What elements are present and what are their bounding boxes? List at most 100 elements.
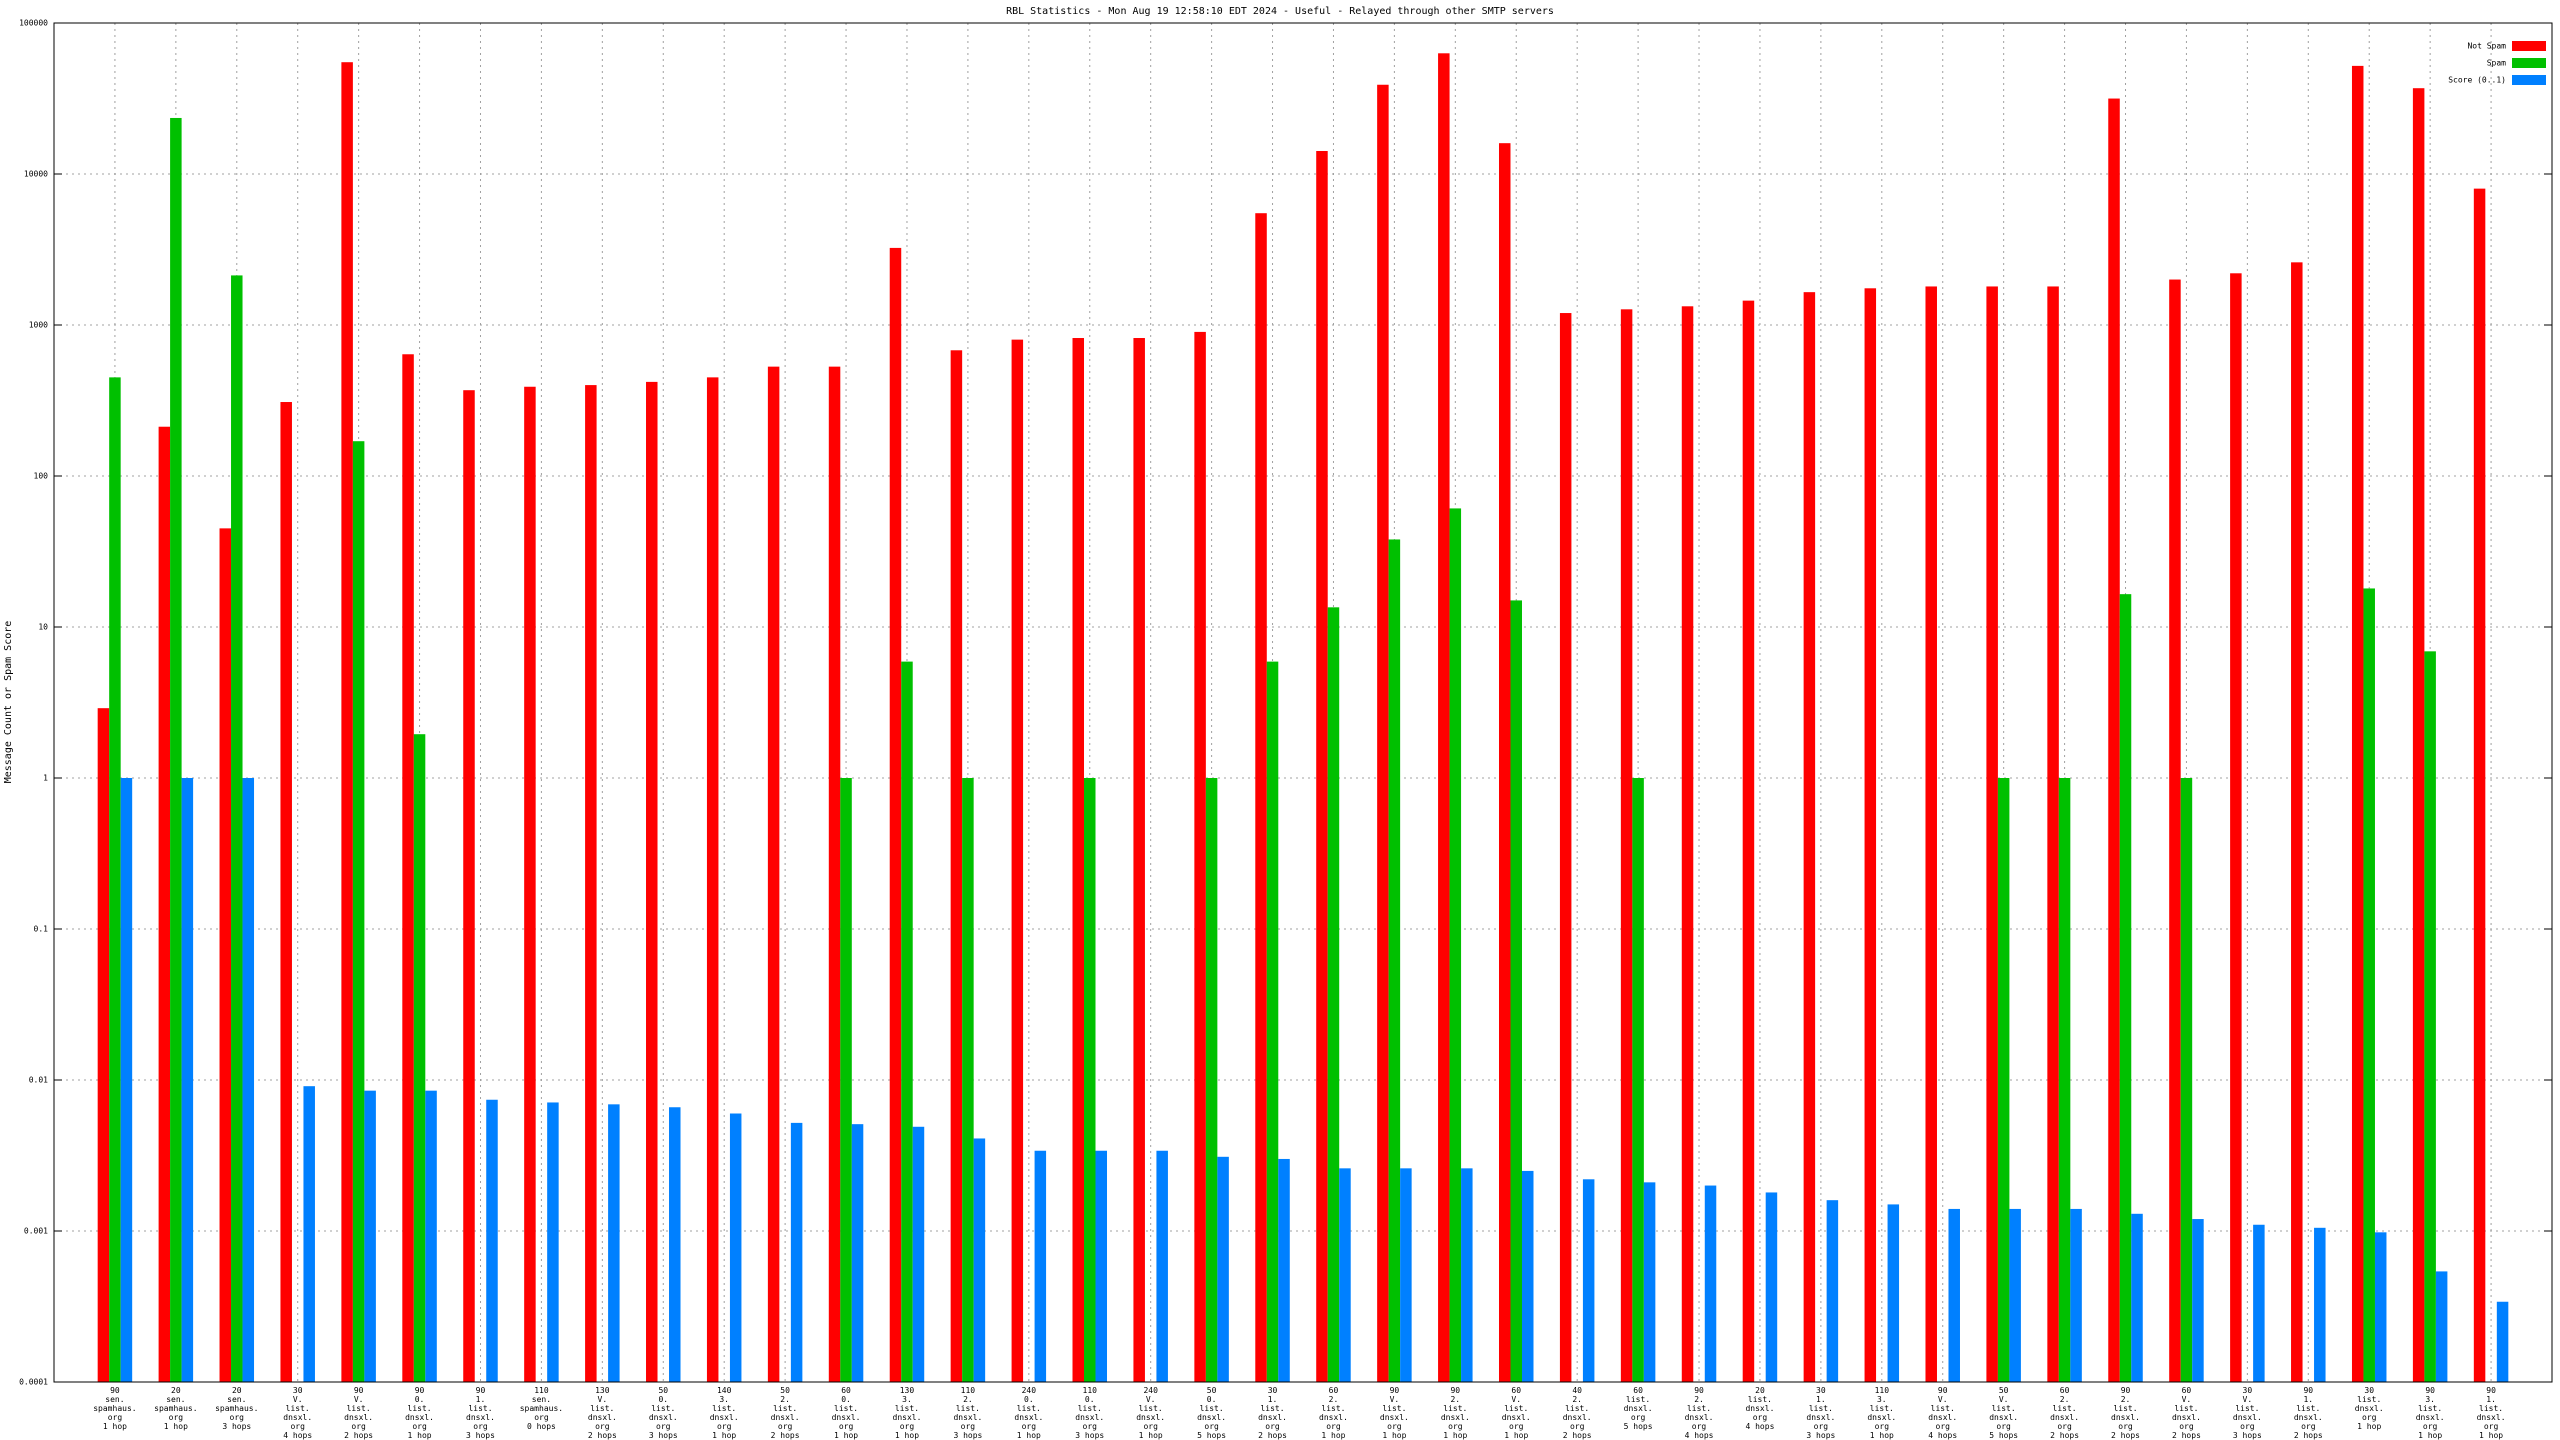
legend-swatch	[2512, 58, 2546, 68]
x-tick-line: 1 hop	[408, 1431, 432, 1440]
x-tick-line: 3 hops	[1806, 1431, 1835, 1440]
x-tick-line: dnsxl.	[1806, 1413, 1835, 1422]
x-tick-label: 110 sen. spamhaus. org 0 hops	[520, 1386, 563, 1431]
y-tick-label: 1	[43, 774, 48, 783]
x-tick-line: 5 hops	[1624, 1422, 1653, 1431]
legend-swatch	[2512, 75, 2546, 85]
x-tick-label: 90 1. list. dnsxl. org 1 hop	[2477, 1386, 2506, 1440]
bar	[231, 275, 243, 1382]
x-tick-line: spamhaus.	[154, 1404, 197, 1413]
bar	[1521, 1170, 1534, 1382]
bar	[767, 366, 780, 1382]
bar	[1461, 1168, 1473, 1382]
x-tick-line: org	[1143, 1422, 1158, 1431]
x-tick-line: 140	[717, 1386, 732, 1395]
x-tick-label: 140 3. list. dnsxl. org 1 hop	[710, 1386, 739, 1440]
x-tick-line: org	[2118, 1422, 2133, 1431]
x-tick-line: dnsxl.	[1624, 1404, 1653, 1413]
bar	[2351, 65, 2364, 1382]
x-tick-line: list.	[2418, 1404, 2442, 1413]
x-tick-line: 90	[2425, 1386, 2435, 1395]
bar	[2253, 1224, 2265, 1382]
y-tick-label: 1000	[29, 321, 48, 330]
x-tick-line: 3.	[902, 1395, 912, 1404]
x-tick-line: list.	[1870, 1404, 1894, 1413]
x-tick-line: list.	[773, 1404, 797, 1413]
x-tick-line: dnsxl.	[2355, 1404, 2384, 1413]
x-tick-line: 2 hops	[771, 1431, 800, 1440]
x-tick-line: org	[1936, 1422, 1951, 1431]
bar	[2412, 88, 2425, 1382]
x-tick-label: 60 0. list. dnsxl. org 1 hop	[832, 1386, 861, 1440]
x-tick-line: list.	[468, 1404, 492, 1413]
x-tick-line: org	[230, 1413, 245, 1422]
bar	[2363, 588, 2375, 1382]
x-tick-line: list.	[1504, 1404, 1528, 1413]
bar	[1948, 1208, 1960, 1382]
x-tick-line: dnsxl.	[1745, 1404, 1774, 1413]
x-tick-label: 60 V. list. dnsxl. org 1 hop	[1502, 1386, 1531, 1440]
x-tick-line: 2 hops	[588, 1431, 617, 1440]
x-tick-line: org	[717, 1422, 732, 1431]
bar	[1327, 607, 1340, 1382]
x-tick-line: 90	[2486, 1386, 2496, 1395]
bar	[463, 390, 475, 1382]
x-tick-line: 90	[476, 1386, 486, 1395]
x-tick-line: 0.	[1207, 1395, 1217, 1404]
x-tick-label: 30 V. list. dnsxl. org 4 hops	[283, 1386, 312, 1440]
x-tick-line: list.	[1565, 1404, 1589, 1413]
bar	[901, 661, 913, 1382]
bar	[1925, 286, 1937, 1382]
x-tick-line: 4 hops	[1745, 1422, 1774, 1431]
x-tick-line: org	[1509, 1422, 1524, 1431]
bar	[889, 247, 902, 1382]
bar	[1864, 288, 1877, 1382]
x-tick-line: org	[2423, 1422, 2438, 1431]
x-tick-line: sen.	[227, 1395, 246, 1404]
x-tick-line: org	[1265, 1422, 1280, 1431]
x-tick-line: 60	[1511, 1386, 1521, 1395]
bar	[413, 734, 426, 1382]
x-tick-label: 30 1. list. dnsxl. org 2 hops	[1258, 1386, 1287, 1440]
x-tick-line: dnsxl.	[1867, 1413, 1896, 1422]
x-tick-line: org	[2179, 1422, 2194, 1431]
x-tick-line: dnsxl.	[1989, 1413, 2018, 1422]
bar	[2473, 188, 2486, 1382]
x-tick-label: 90 2. list. dnsxl. org 4 hops	[1685, 1386, 1714, 1440]
bar	[1377, 84, 1389, 1382]
x-tick-line: list.	[2296, 1404, 2320, 1413]
bar	[2496, 1301, 2509, 1382]
x-tick-label: 110 3. list. dnsxl. org 1 hop	[1867, 1386, 1896, 1440]
y-tick-label: 0.1	[34, 925, 49, 934]
x-tick-line: 1.	[1268, 1395, 1278, 1404]
plot-frame	[53, 22, 2553, 1383]
y-tick-label: 0.0001	[19, 1378, 48, 1387]
bar	[120, 778, 133, 1382]
x-tick-line: org	[108, 1413, 123, 1422]
x-tick-label: 110 0. list. dnsxl. org 3 hops	[1075, 1386, 1104, 1440]
bar	[364, 1090, 376, 1382]
x-tick-line: dnsxl.	[1258, 1413, 1287, 1422]
x-tick-line: 20	[171, 1386, 181, 1395]
bar	[646, 381, 658, 1382]
x-tick-line: 90	[110, 1386, 120, 1395]
x-tick-label: 240 0. list. dnsxl. org 1 hop	[1014, 1386, 1043, 1440]
x-tick-line: 4 hops	[1685, 1431, 1714, 1440]
x-tick-label: 90 V. list. dnsxl. org 4 hops	[1928, 1386, 1957, 1440]
bar	[790, 1122, 803, 1382]
bar	[1559, 313, 1572, 1382]
x-tick-line: 3 hops	[649, 1431, 678, 1440]
x-tick-line: 5 hops	[1197, 1431, 1226, 1440]
x-tick-line: 4 hops	[1928, 1431, 1957, 1440]
bar	[1632, 778, 1644, 1382]
x-tick-line: 40	[1572, 1386, 1582, 1395]
bar	[1217, 1156, 1229, 1382]
x-tick-label: 130 V. list. dnsxl. org 2 hops	[588, 1386, 617, 1440]
x-tick-line: 60	[1329, 1386, 1339, 1395]
bar	[2108, 98, 2120, 1383]
y-axis-label: Message Count or Spam Score	[3, 621, 14, 784]
legend-label: Score (0..1)	[2448, 76, 2506, 85]
x-tick-line: 30	[2243, 1386, 2253, 1395]
x-tick-line: 3.	[719, 1395, 729, 1404]
x-tick-line: org	[2240, 1422, 2255, 1431]
